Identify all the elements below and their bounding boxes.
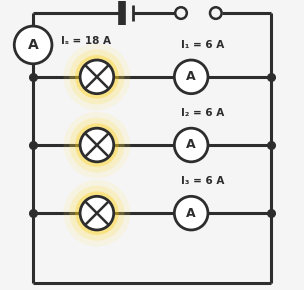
Circle shape [14,26,52,64]
Circle shape [210,7,222,19]
Circle shape [174,128,208,162]
Circle shape [69,49,124,104]
Circle shape [64,180,130,246]
Circle shape [69,117,124,173]
Circle shape [64,44,130,110]
Circle shape [174,60,208,94]
Circle shape [69,186,124,241]
Text: A: A [186,139,196,151]
Text: I₁ = 6 A: I₁ = 6 A [181,40,224,50]
Text: A: A [28,38,39,52]
Circle shape [174,196,208,230]
Text: A: A [186,70,196,83]
Circle shape [75,55,119,99]
Circle shape [175,7,187,19]
Circle shape [80,128,114,162]
Circle shape [80,60,114,94]
Circle shape [80,128,114,162]
Circle shape [80,60,114,94]
Circle shape [75,123,119,167]
Circle shape [75,191,119,235]
Text: I₂ = 6 A: I₂ = 6 A [181,108,224,118]
Text: I₃ = 6 A: I₃ = 6 A [181,176,224,186]
Circle shape [64,112,130,178]
Circle shape [80,196,114,230]
Text: Iₛ = 18 A: Iₛ = 18 A [61,36,111,46]
Text: A: A [186,207,196,220]
Circle shape [80,196,114,230]
